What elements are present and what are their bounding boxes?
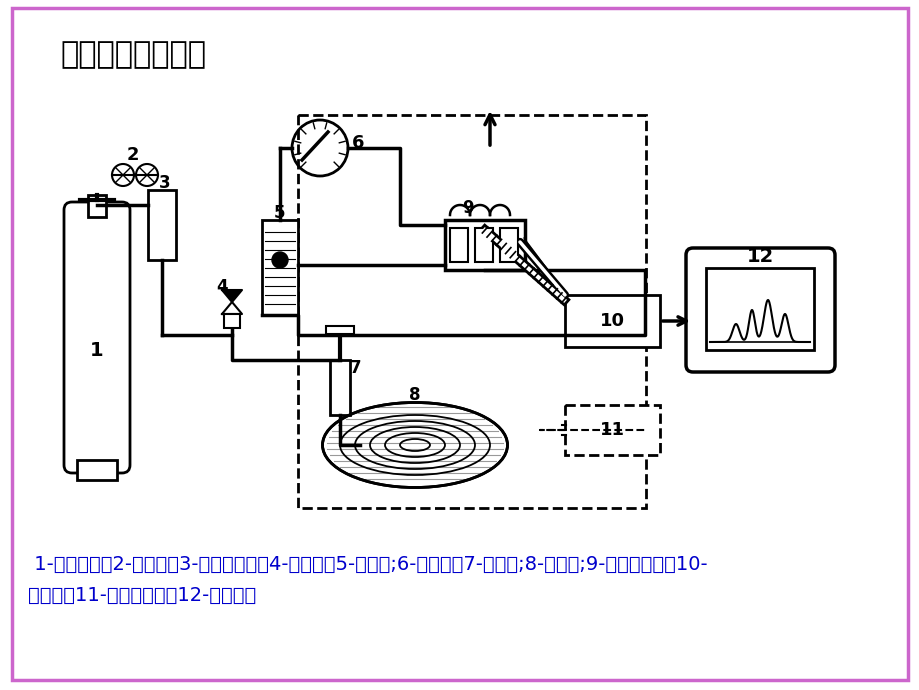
Text: 1-载气钢瓶；2-减压阀；3-净化干燥管；4-针形阀；5-流量计;6-压力表；7-进样器;8-色谱柱;9-热导检测器；10-: 1-载气钢瓶；2-减压阀；3-净化干燥管；4-针形阀；5-流量计;6-压力表；7… [28,555,707,573]
Text: 12: 12 [745,248,773,266]
Text: 6: 6 [351,134,364,152]
FancyBboxPatch shape [330,360,349,415]
FancyBboxPatch shape [449,228,468,262]
Polygon shape [221,290,242,302]
FancyBboxPatch shape [705,268,813,350]
FancyBboxPatch shape [262,220,298,315]
Text: 9: 9 [461,199,473,217]
FancyBboxPatch shape [12,8,907,680]
Text: 1: 1 [90,340,104,359]
FancyBboxPatch shape [686,248,834,372]
FancyBboxPatch shape [499,228,517,262]
Text: 二、气相色谱流程: 二、气相色谱流程 [60,41,206,70]
FancyBboxPatch shape [88,195,106,217]
Text: 8: 8 [409,386,420,404]
Text: 5: 5 [274,204,286,222]
FancyBboxPatch shape [148,190,176,260]
Ellipse shape [325,406,504,484]
Text: 11: 11 [599,421,624,439]
Circle shape [272,252,288,268]
FancyBboxPatch shape [64,202,130,473]
Polygon shape [221,302,242,314]
FancyBboxPatch shape [40,93,874,551]
Text: 2: 2 [127,146,139,164]
FancyBboxPatch shape [564,295,659,347]
FancyBboxPatch shape [474,228,493,262]
FancyBboxPatch shape [325,326,354,334]
FancyBboxPatch shape [445,220,525,270]
Text: 10: 10 [599,312,624,330]
FancyBboxPatch shape [77,460,117,480]
Text: 7: 7 [350,359,361,377]
Text: 放大器；11-温度控制器；12-记录仪；: 放大器；11-温度控制器；12-记录仪； [28,586,256,604]
FancyBboxPatch shape [223,314,240,328]
FancyBboxPatch shape [564,405,659,455]
Text: 3: 3 [159,174,171,192]
Text: 4: 4 [216,278,228,296]
